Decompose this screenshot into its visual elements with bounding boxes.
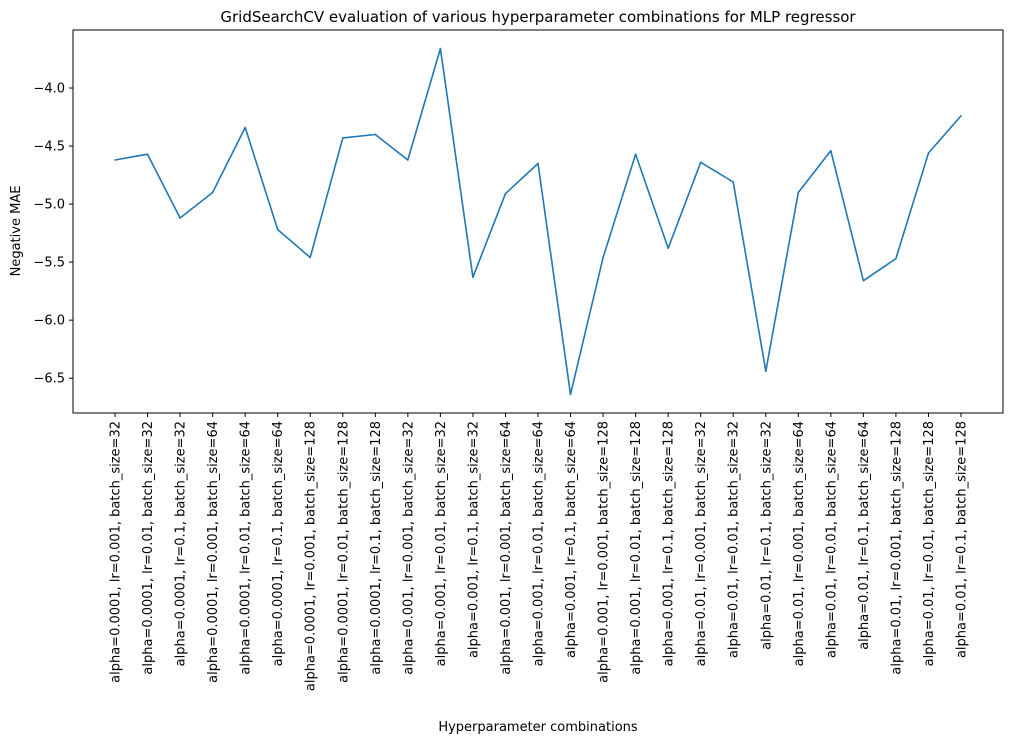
x-tick-label: alpha=0.001, lr=0.01, batch_size=128	[629, 421, 644, 675]
x-tick-label: alpha=0.01, lr=0.01, batch_size=128	[922, 421, 937, 666]
x-tick-label: alpha=0.0001, lr=0.1, batch_size=128	[369, 421, 384, 675]
x-tick-label: alpha=0.01, lr=0.001, batch_size=128	[889, 421, 904, 675]
data-point	[667, 247, 669, 249]
data-point	[146, 153, 149, 155]
plot-frame	[72, 29, 1004, 414]
y-axis-label: Negative MAE	[9, 186, 24, 277]
x-tick-label: alpha=0.01, lr=0.001, batch_size=32	[694, 421, 709, 666]
x-tick-label: alpha=0.001, lr=0.01, batch_size=32	[434, 421, 449, 666]
x-tick-label: alpha=0.01, lr=0.01, batch_size=64	[824, 421, 839, 658]
data-point	[634, 153, 637, 155]
y-tick-label: −6.5	[33, 372, 65, 387]
data-point	[341, 137, 344, 139]
data-point	[407, 159, 409, 161]
x-tick-label: alpha=0.001, lr=0.01, batch_size=64	[532, 421, 547, 666]
y-tick-label: −4.5	[33, 140, 65, 155]
data-point	[179, 217, 181, 219]
x-tick-label: alpha=0.01, lr=0.1, batch_size=64	[857, 421, 872, 650]
x-tick-label: alpha=0.0001, lr=0.001, batch_size=32	[109, 421, 124, 683]
data-point	[439, 47, 442, 50]
x-tick-label: alpha=0.0001, lr=0.1, batch_size=32	[174, 421, 189, 666]
data-point	[862, 279, 865, 282]
y-tick-label: −5.0	[33, 198, 65, 213]
data-point	[732, 181, 735, 183]
x-tick-label: alpha=0.0001, lr=0.01, batch_size=32	[141, 421, 156, 675]
data-point	[309, 256, 312, 259]
data-point	[895, 257, 897, 260]
y-tick-label: −6.0	[33, 314, 65, 329]
data-point	[797, 191, 800, 194]
data-point	[504, 192, 507, 195]
x-tick-label: alpha=0.0001, lr=0.1, batch_size=64	[271, 421, 286, 666]
y-axis: −4.0 −4.5 −5.0 −5.5 −6.0 −6.5	[33, 82, 73, 387]
data-point	[537, 162, 539, 165]
data-point	[569, 393, 572, 396]
data-point	[960, 115, 962, 117]
data-point	[374, 133, 377, 136]
data-point	[472, 276, 474, 279]
chart-title: GridSearchCV evaluation of various hyper…	[220, 8, 856, 26]
x-tick-label: alpha=0.0001, lr=0.01, batch_size=128	[336, 421, 351, 683]
x-tick-label: alpha=0.01, lr=0.1, batch_size=32	[759, 421, 774, 650]
series-line	[114, 47, 962, 396]
x-tick-label: alpha=0.001, lr=0.1, batch_size=32	[466, 421, 481, 658]
data-point	[211, 191, 214, 194]
data-point	[830, 149, 832, 152]
x-tick-label: alpha=0.0001, lr=0.001, batch_size=64	[206, 421, 221, 683]
x-tick-label: alpha=0.01, lr=0.1, batch_size=128	[955, 421, 970, 658]
data-point	[764, 370, 767, 373]
x-tick-label: alpha=0.01, lr=0.01, batch_size=32	[727, 421, 742, 658]
data-point	[244, 126, 246, 129]
x-tick-label: alpha=0.001, lr=0.001, batch_size=64	[499, 421, 514, 675]
x-tick-label: alpha=0.001, lr=0.1, batch_size=64	[564, 421, 579, 658]
x-axis-label: Hyperparameter combinations	[438, 720, 638, 735]
x-tick-label: alpha=0.0001, lr=0.001, batch_size=128	[304, 421, 319, 691]
x-tick-label: alpha=0.0001, lr=0.01, batch_size=64	[239, 421, 254, 675]
data-point	[699, 161, 702, 164]
x-axis: alpha=0.0001, lr=0.001, batch_size=32 alp…	[109, 413, 970, 691]
data-point	[927, 152, 930, 154]
data-point	[114, 159, 116, 161]
x-tick-label: alpha=0.001, lr=0.1, batch_size=128	[662, 421, 677, 666]
series-group	[114, 47, 962, 396]
x-tick-label: alpha=0.001, lr=0.001, batch_size=128	[597, 421, 612, 683]
data-point	[602, 256, 604, 259]
data-point	[276, 228, 279, 231]
x-tick-label: alpha=0.01, lr=0.001, batch_size=64	[792, 421, 807, 666]
y-tick-label: −4.0	[33, 82, 65, 97]
x-tick-label: alpha=0.001, lr=0.001, batch_size=32	[401, 421, 416, 675]
y-tick-label: −5.5	[33, 256, 65, 271]
